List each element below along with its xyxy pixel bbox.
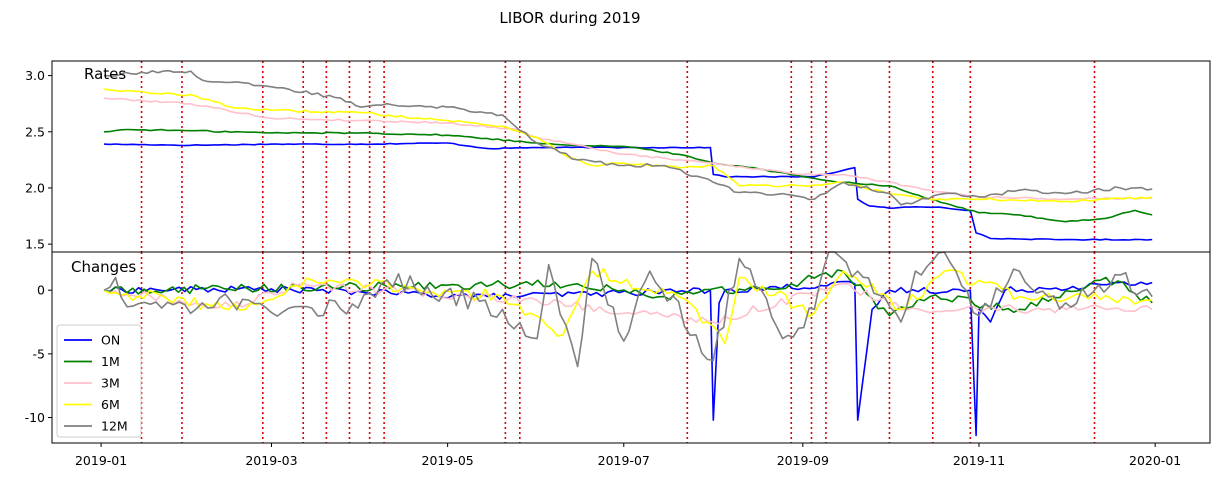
y-tick-label: 0 <box>37 283 45 298</box>
x-tick-label: 2019-11 <box>953 453 1005 468</box>
y-tick-label: -5 <box>33 346 45 361</box>
changes-panel-label: Changes <box>71 258 136 276</box>
y-tick-label: 1.5 <box>25 237 45 252</box>
legend-box <box>56 324 142 438</box>
legend-label-3m: 3M <box>101 376 120 391</box>
series-line-6m <box>103 267 1153 345</box>
legend-label-on: ON <box>101 333 120 348</box>
y-tick-label: 3.0 <box>25 68 45 83</box>
legend-label-6m: 6M <box>101 397 120 412</box>
x-tick-label: 2019-01 <box>75 453 127 468</box>
y-tick-label: 2.0 <box>25 180 45 195</box>
series-line-on <box>103 142 1153 241</box>
x-tick-label: 2020-01 <box>1129 453 1181 468</box>
y-tick-label: 2.5 <box>25 124 45 139</box>
x-tick-label: 2019-07 <box>598 453 650 468</box>
legend-label-1m: 1M <box>101 354 120 369</box>
series-line-12m <box>103 251 1153 368</box>
x-tick-label: 2019-03 <box>245 453 297 468</box>
series-line-3m <box>103 97 1153 201</box>
rates-panel: 1.5 2.0 2.5 3.0 Rates <box>25 60 1211 253</box>
legend: ON 1M 3M 6M 12M <box>56 324 142 438</box>
series-line-12m <box>103 69 1153 206</box>
x-tick-label: 2019-09 <box>777 453 829 468</box>
rates-panel-frame <box>51 60 1211 253</box>
series-line-6m <box>103 88 1153 203</box>
y-tick-label: -10 <box>25 410 45 425</box>
x-tick-label: 2019-05 <box>422 453 474 468</box>
chart-title: LIBOR during 2019 <box>499 9 640 27</box>
series-line-1m <box>103 128 1153 223</box>
changes-panel-frame <box>51 251 1211 444</box>
changes-panel: -10 -5 0 Changes <box>25 251 1211 444</box>
legend-label-12m: 12M <box>101 419 128 434</box>
x-axis: 2019-01 2019-03 2019-05 2019-07 2019-09 2019-… <box>75 443 1181 468</box>
series-line-1m <box>103 269 1153 317</box>
rates-panel-label: Rates <box>84 65 126 83</box>
series-line-3m <box>103 282 1153 325</box>
